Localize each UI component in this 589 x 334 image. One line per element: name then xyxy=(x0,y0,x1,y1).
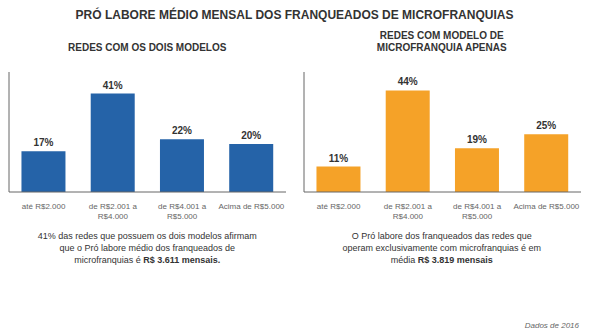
svg-text:44%: 44% xyxy=(397,76,417,87)
svg-text:19%: 19% xyxy=(467,134,487,145)
svg-text:de R$2.001 aR$4.000: de R$2.001 aR$4.000 xyxy=(384,202,433,221)
svg-text:de R$2.001 aR$4.000: de R$2.001 aR$4.000 xyxy=(89,202,138,221)
svg-text:até R$2.000: até R$2.000 xyxy=(317,202,361,211)
html-text:REDES COM MODELO DE MICROFRANQ: REDES COM MODELO DE MICROFRANQUIA APENAS xyxy=(376,30,507,53)
svg-text:25%: 25% xyxy=(536,120,556,131)
svg-text:Acima de R$5.000: Acima de R$5.000 xyxy=(219,202,285,211)
html-text:Dados de 2016: Dados de 2016 xyxy=(524,321,579,330)
html-text:O Pró labore dos franqueados d: O Pró labore dos franqueados das redes q… xyxy=(351,231,532,241)
html-text:média R$ 3.819 mensais: média R$ 3.819 mensais xyxy=(390,255,493,265)
svg-text:até R$2.000: até R$2.000 xyxy=(22,202,66,211)
html-text:41% das redes que possuem os d: 41% das redes que possuem os dois modelo… xyxy=(37,231,257,241)
html-text:que o Pró labore médio dos fra: que o Pró labore médio dos franqueados d… xyxy=(59,243,236,253)
svg-text:de R$4.001 aR$5.000: de R$4.001 aR$5.000 xyxy=(158,202,207,221)
html-text:REDES COM OS DOIS MODELOS: REDES COM OS DOIS MODELOS xyxy=(68,42,227,53)
svg-text:17%: 17% xyxy=(34,137,54,148)
svg-text:41%: 41% xyxy=(103,80,123,91)
svg-text:Acima de R$5.000: Acima de R$5.000 xyxy=(513,202,579,211)
svg-text:11%: 11% xyxy=(328,153,348,164)
html-text:microfranquias é R$ 3.611 mens: microfranquias é R$ 3.611 mensais. xyxy=(74,255,221,265)
svg-text:22%: 22% xyxy=(172,125,192,136)
html-text:operam exclusivamente com micr: operam exclusivamente com microfranquias… xyxy=(342,243,541,253)
html-text:PRÓ LABORE MÉDIO MENSAL DOS FR: PRÓ LABORE MÉDIO MENSAL DOS FRANQUEADOS … xyxy=(75,8,514,22)
svg-text:de R$4.001 aR$5.000: de R$4.001 aR$5.000 xyxy=(453,202,502,221)
svg-text:20%: 20% xyxy=(241,130,261,141)
